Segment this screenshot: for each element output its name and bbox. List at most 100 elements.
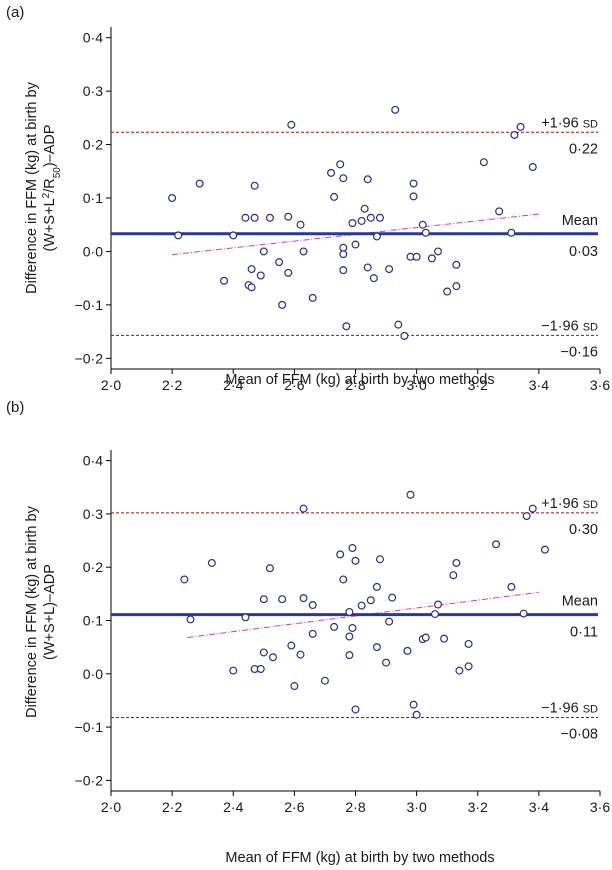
x-tick-label: 3·6: [590, 799, 610, 815]
data-point: [455, 666, 464, 675]
data-point: [372, 643, 381, 652]
data-point: [299, 594, 308, 603]
x-axis-title: Mean of FFM (kg) at birth by two methods: [225, 850, 494, 866]
panel-b-chart: (b) Difference in FFM (kg) at birth by (…: [6, 399, 610, 866]
panel-a-chart: (a) Difference in FFM (kg) at birth by (…: [6, 4, 610, 393]
data-point: [259, 595, 268, 604]
y-tick-label: 0·1: [83, 190, 103, 206]
data-point: [449, 571, 458, 580]
mean-label: Mean: [562, 594, 598, 610]
x-tick-label: 2·8: [345, 377, 365, 393]
data-point: [434, 600, 443, 609]
y-tick-label: −0·1: [75, 719, 104, 735]
y-tick-label: 0·2: [83, 137, 103, 153]
data-point: [348, 544, 357, 553]
data-point: [421, 633, 430, 642]
data-point: [330, 622, 339, 631]
data-point: [287, 120, 296, 129]
data-point: [406, 490, 415, 499]
x-tick-label: 2·6: [284, 377, 304, 393]
y-tick-label: −0·2: [75, 350, 104, 366]
data-point: [443, 287, 452, 296]
data-point: [259, 648, 268, 657]
data-point: [284, 268, 293, 277]
data-point: [382, 658, 391, 667]
data-point: [247, 265, 256, 274]
data-point: [339, 243, 348, 252]
data-point: [250, 213, 259, 222]
x-axis-title: Mean of FFM (kg) at birth by two methods: [225, 372, 494, 388]
data-point: [452, 282, 461, 291]
data-point: [375, 555, 384, 564]
y-tick-label: −0·1: [75, 297, 104, 313]
y-tick-label: 0·2: [83, 559, 103, 575]
data-point: [412, 252, 421, 261]
data-point: [339, 174, 348, 183]
y-tick-label: 0·3: [83, 506, 103, 522]
mean-value: 0·03: [569, 244, 598, 260]
data-point: [388, 593, 397, 602]
data-point: [241, 213, 250, 222]
data-point: [174, 231, 183, 240]
data-point: [278, 595, 287, 604]
y-tick-label: 0·4: [83, 30, 103, 46]
x-tick-label: 2·0: [101, 377, 121, 393]
data-point: [372, 582, 381, 591]
data-point: [372, 232, 381, 241]
data-point: [256, 271, 265, 280]
data-point: [348, 219, 357, 228]
data-point: [519, 609, 528, 618]
data-point: [516, 122, 525, 131]
x-tick-label: 2·2: [162, 799, 182, 815]
data-point: [394, 320, 403, 329]
data-point: [507, 582, 516, 591]
data-point: [336, 160, 345, 169]
y-axis-title-line1: Difference in FFM (kg) at birth by: [24, 81, 40, 293]
data-point: [440, 634, 449, 643]
data-point: [418, 220, 427, 229]
data-point: [345, 651, 354, 660]
data-point: [479, 158, 488, 167]
data-point: [268, 653, 277, 662]
data-point: [180, 575, 189, 584]
y-tick-label: 0·4: [83, 453, 103, 469]
lower-limit-label: −1·96 SD: [541, 318, 598, 334]
data-point: [366, 596, 375, 605]
mean-value: 0·11: [570, 625, 598, 641]
data-point: [363, 175, 372, 184]
data-point: [342, 322, 351, 331]
data-point: [495, 207, 504, 216]
x-tick-label: 2·4: [223, 377, 243, 393]
y-axis-title-line1: Difference in FFM (kg) at birth by: [24, 505, 40, 717]
data-point: [464, 662, 473, 671]
y-axis-title-line2: (W+S+L2/R50)–ADP: [41, 124, 63, 251]
data-point: [357, 216, 366, 225]
data-point: [540, 545, 549, 554]
data-point: [275, 258, 284, 267]
data-point: [247, 283, 256, 292]
data-point: [507, 228, 516, 237]
data-point: [357, 601, 366, 610]
y-tick-label: 0·0: [83, 243, 103, 259]
x-tick-label: 3·2: [468, 799, 488, 815]
data-point: [287, 641, 296, 650]
data-point: [284, 212, 293, 221]
data-point: [366, 213, 375, 222]
data-point: [409, 179, 418, 188]
data-point: [351, 705, 360, 714]
data-point: [265, 213, 274, 222]
y-tick-label: 0·1: [83, 613, 103, 629]
data-point: [409, 192, 418, 201]
data-point: [492, 540, 501, 549]
x-tick-label: 2·6: [284, 799, 304, 815]
data-point: [308, 601, 317, 610]
x-tick-label: 2·2: [162, 377, 182, 393]
data-point: [345, 632, 354, 641]
x-tick-label: 2·8: [345, 799, 365, 815]
data-point: [345, 607, 354, 616]
data-point: [259, 247, 268, 256]
data-point: [195, 179, 204, 188]
upper-limit-value: 0·22: [569, 141, 598, 157]
y-axis-title-line2: (W+S+L)–ADP: [42, 564, 58, 660]
